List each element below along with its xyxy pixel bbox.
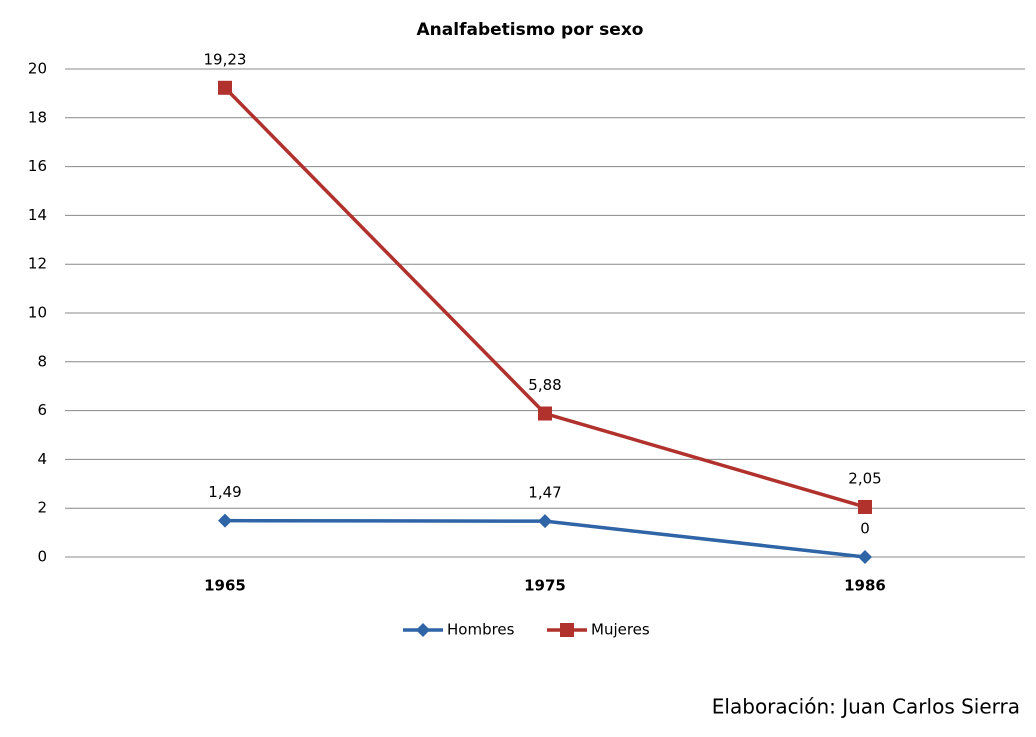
marker — [858, 550, 872, 564]
y-tick-label: 2 — [37, 499, 47, 517]
y-tick-label: 6 — [37, 401, 47, 419]
x-tick-label: 1975 — [524, 577, 566, 595]
legend-marker — [560, 623, 574, 637]
marker — [218, 80, 232, 95]
data-label: 0 — [860, 520, 870, 538]
legend-label: Mujeres — [591, 621, 650, 639]
x-tick-label: 1986 — [844, 577, 886, 595]
x-tick-label: 1965 — [204, 577, 246, 595]
marker — [538, 514, 552, 529]
data-label: 1,49 — [208, 483, 241, 501]
data-label: 1,47 — [528, 484, 561, 502]
y-tick-label: 18 — [28, 108, 47, 126]
y-tick-label: 4 — [37, 450, 47, 468]
y-tick-label: 12 — [28, 255, 47, 273]
source-note: Elaboración: Juan Carlos Sierra — [712, 695, 1020, 719]
y-tick-label: 16 — [28, 157, 47, 175]
y-tick-label: 0 — [37, 548, 47, 566]
marker — [538, 406, 552, 421]
marker — [858, 499, 872, 514]
data-label: 5,88 — [528, 376, 561, 394]
marker — [218, 513, 232, 528]
legend-marker — [416, 623, 430, 637]
data-label: 2,05 — [848, 469, 881, 487]
y-tick-label: 8 — [37, 352, 47, 370]
data-label: 19,23 — [204, 50, 247, 68]
legend-label: Hombres — [447, 621, 515, 639]
y-tick-label: 14 — [28, 206, 47, 224]
y-tick-label: 20 — [28, 60, 47, 78]
chart-title: Analfabetismo por sexo — [417, 20, 644, 40]
y-tick-label: 10 — [28, 304, 47, 322]
